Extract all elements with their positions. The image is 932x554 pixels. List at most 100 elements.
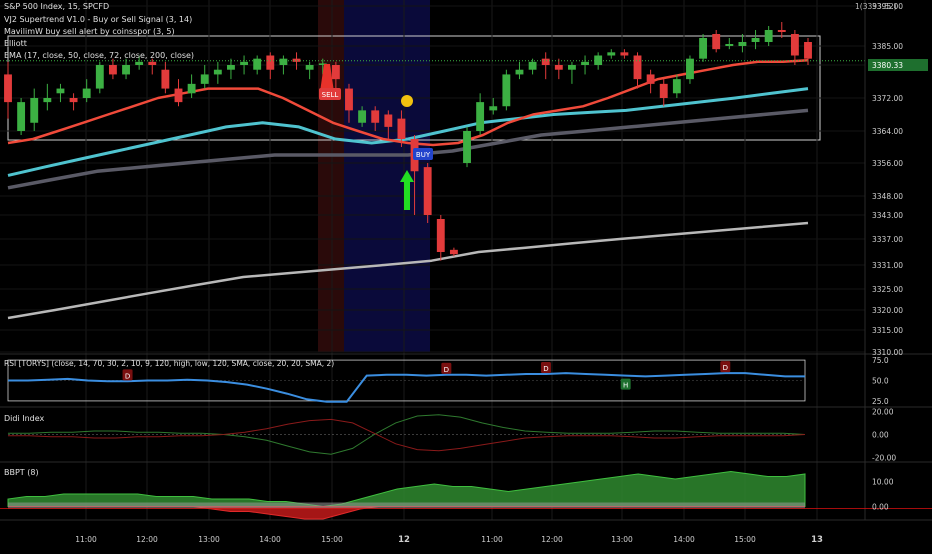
buy-zone — [344, 0, 430, 352]
x-tick-label: 13:00 — [198, 535, 220, 544]
candle-body — [541, 58, 550, 65]
legend-supertrend: VJ2 Supertrend V1.0 - Buy or Sell Signal… — [4, 15, 193, 24]
rsi-line — [8, 372, 805, 403]
candle-body — [213, 69, 222, 75]
candle-body — [56, 88, 65, 94]
x-tick-label: 12:00 — [541, 535, 563, 544]
rsi-marker-label: D — [543, 365, 548, 373]
candle-body — [148, 61, 157, 65]
rsi-title: RSI [TORYS] (close, 14, 70, 30, 2, 10, 9… — [4, 359, 335, 368]
x-tick-label: 12 — [398, 535, 410, 545]
candle-body — [528, 61, 537, 70]
sell-label-box — [319, 88, 341, 100]
last-price-text: 3380.33 — [872, 61, 903, 70]
y-tick-label: 3348.00 — [872, 192, 903, 201]
didi-line-1 — [8, 418, 806, 452]
bbpt-band — [8, 502, 805, 509]
candle-body — [200, 74, 209, 84]
rsi-tick-label: 25.0 — [872, 397, 889, 406]
candle-body — [305, 65, 314, 70]
y-tick-label: 3315.00 — [872, 326, 903, 335]
candle-body — [436, 219, 445, 252]
candle-body — [95, 65, 104, 89]
legend-elliott: Elliott — [4, 39, 27, 48]
bbpt-tick-label: 10.00 — [872, 478, 894, 487]
candle-body — [751, 38, 760, 42]
rsi-marker-d — [122, 369, 133, 381]
candle-body — [17, 102, 26, 131]
candle-body — [318, 63, 327, 65]
candle-body — [568, 65, 576, 70]
candle-body — [371, 110, 380, 123]
x-tick-label: 14:00 — [259, 535, 281, 544]
candle-body — [187, 83, 196, 94]
y-tick-label: 3337.00 — [872, 235, 903, 244]
candle-body — [790, 34, 799, 56]
candle-body — [358, 110, 367, 123]
rsi-marker-label: D — [723, 364, 728, 372]
candle-body — [659, 83, 668, 98]
legend-mavilimw: MavilimW buy sell alert by coinsspor (3,… — [4, 27, 175, 36]
rsi-tick-label: 75.0 — [872, 356, 889, 365]
candle-body — [43, 98, 52, 103]
candle-body — [161, 69, 170, 89]
candle-body — [397, 118, 406, 139]
y-tick-label: 3343.00 — [872, 211, 903, 220]
candle-body — [725, 44, 734, 46]
candle-body — [594, 55, 603, 65]
didi-tick-label: 20.00 — [872, 407, 894, 416]
y-tick-label: 3395.00 — [872, 2, 903, 11]
candle-body — [331, 65, 340, 80]
candle-body — [607, 52, 616, 56]
ema50-line — [7, 87, 809, 177]
candle-body — [646, 74, 655, 84]
sell-arrow — [320, 64, 334, 92]
x-tick-label: 15:00 — [321, 535, 343, 544]
candle-body — [240, 61, 248, 65]
candle-body — [122, 65, 130, 75]
candle-body — [738, 42, 747, 46]
candle-body — [764, 30, 773, 42]
candle-body — [279, 58, 288, 65]
header-value: 1(3393.52) — [855, 2, 897, 11]
candle-body — [777, 30, 786, 32]
ema17-line — [7, 59, 809, 147]
bbpt-tick-label: 0.00 — [872, 503, 889, 512]
sell-label: SELL — [322, 91, 339, 99]
y-tick-label: 3356.00 — [872, 159, 903, 168]
candle-body — [502, 74, 511, 107]
candle-body — [82, 88, 91, 98]
didi-title: Didi Index — [4, 414, 45, 423]
candle-body — [581, 61, 589, 65]
candle-body — [4, 74, 12, 103]
candle-body — [489, 106, 498, 111]
buy-label-box — [413, 148, 433, 160]
candle-body — [449, 249, 458, 255]
y-tick-label: 3331.00 — [872, 261, 903, 270]
candle-body — [292, 58, 301, 62]
x-tick-label: 14:00 — [673, 535, 695, 544]
candle-body — [423, 167, 432, 215]
candle-body — [712, 34, 721, 50]
candle-body — [345, 88, 353, 111]
candle-body — [266, 55, 275, 70]
candle-body — [633, 55, 642, 80]
y-tick-label: 3385.00 — [872, 42, 903, 51]
y-tick-label: 3372.00 — [872, 94, 903, 103]
candle-body — [253, 58, 262, 70]
rsi-marker-label: H — [623, 382, 628, 390]
yellow-dot — [401, 95, 413, 107]
candle-body — [804, 42, 812, 59]
rsi-marker-d — [540, 361, 551, 373]
x-tick-label: 13:00 — [611, 535, 633, 544]
candle-body — [515, 69, 524, 75]
candle-body — [476, 102, 485, 131]
x-tick-label: 11:00 — [75, 535, 97, 544]
candle-body — [686, 58, 694, 80]
bbpt-title: BBPT (8) — [4, 468, 39, 477]
didi-line-0 — [8, 414, 806, 455]
candle-body — [672, 79, 681, 94]
bbpt-area-0 — [7, 470, 806, 508]
